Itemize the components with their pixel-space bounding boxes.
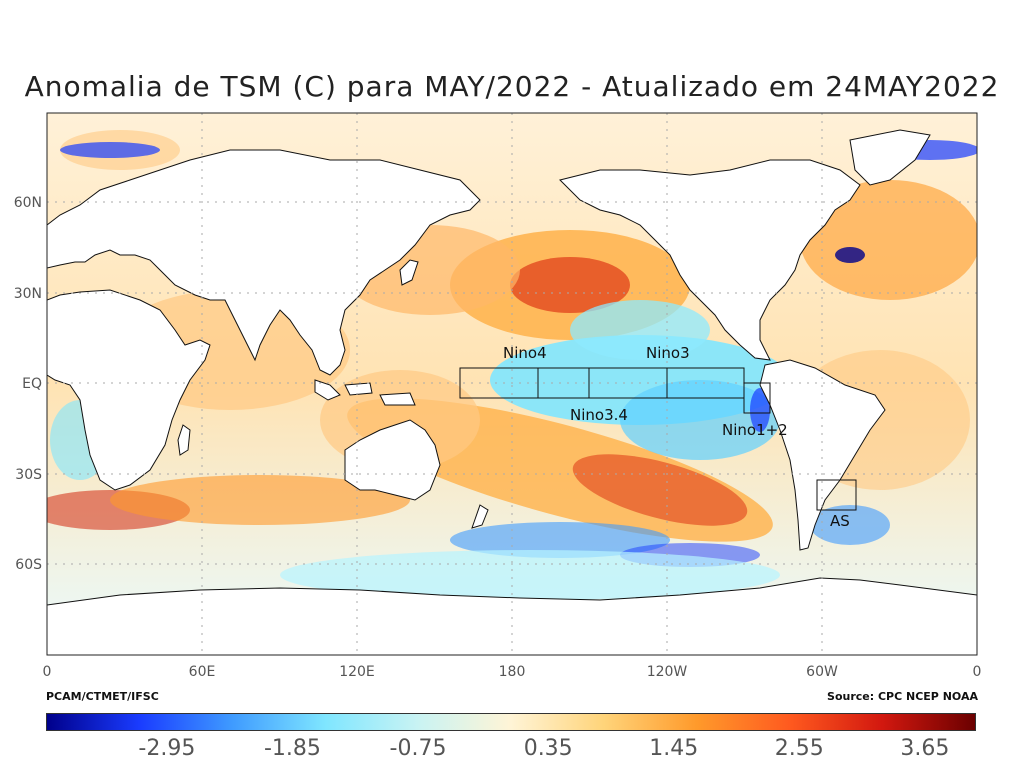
colorbar-ticks: -2.95 -1.85 -0.75 0.35 1.45 2.55 3.65 <box>46 736 976 762</box>
y-label-60n: 60N <box>14 195 42 211</box>
x-label-120e: 120E <box>339 664 375 680</box>
x-label-60e: 60E <box>189 664 216 680</box>
y-label-60s: 60S <box>15 557 42 573</box>
graticule <box>47 113 977 655</box>
map-title: Anomalia de TSM (C) para MAY/2022 - Atua… <box>24 70 1000 103</box>
x-label-0: 0 <box>43 664 52 680</box>
credit-label: PCAM/CTMET/IFSC <box>46 690 159 703</box>
colorbar-tick: -2.95 <box>138 736 196 761</box>
map-frame <box>46 112 978 656</box>
as-box <box>816 479 857 511</box>
colorbar-tick: -0.75 <box>389 736 447 761</box>
nino3-label: Nino3 <box>646 344 690 362</box>
x-label-180: 180 <box>499 664 526 680</box>
nino12-label: Nino1+2 <box>722 421 788 439</box>
nino4-label: Nino4 <box>503 344 547 362</box>
y-label-30s: 30S <box>15 467 42 483</box>
colorbar <box>46 713 976 731</box>
y-label-eq: EQ <box>22 376 42 392</box>
colorbar-tick: 3.65 <box>900 736 950 761</box>
x-label-60w: 60W <box>806 664 838 680</box>
colorbar-tick: -1.85 <box>263 736 321 761</box>
colorbar-tick: 2.55 <box>774 736 824 761</box>
nino34-label: Nino3.4 <box>570 406 628 424</box>
nino12-box <box>743 382 771 414</box>
y-label-30n: 30N <box>14 286 42 302</box>
land-masses <box>47 129 977 655</box>
sst-field <box>47 113 977 655</box>
source-label: Source: CPC NCEP NOAA <box>827 690 978 703</box>
colorbar-tick: 1.45 <box>649 736 699 761</box>
x-label-0-end: 0 <box>973 664 982 680</box>
colorbar-tick: 0.35 <box>523 736 573 761</box>
as-label: AS <box>830 512 850 530</box>
nino-boxes <box>459 367 857 511</box>
x-label-120w: 120W <box>647 664 688 680</box>
